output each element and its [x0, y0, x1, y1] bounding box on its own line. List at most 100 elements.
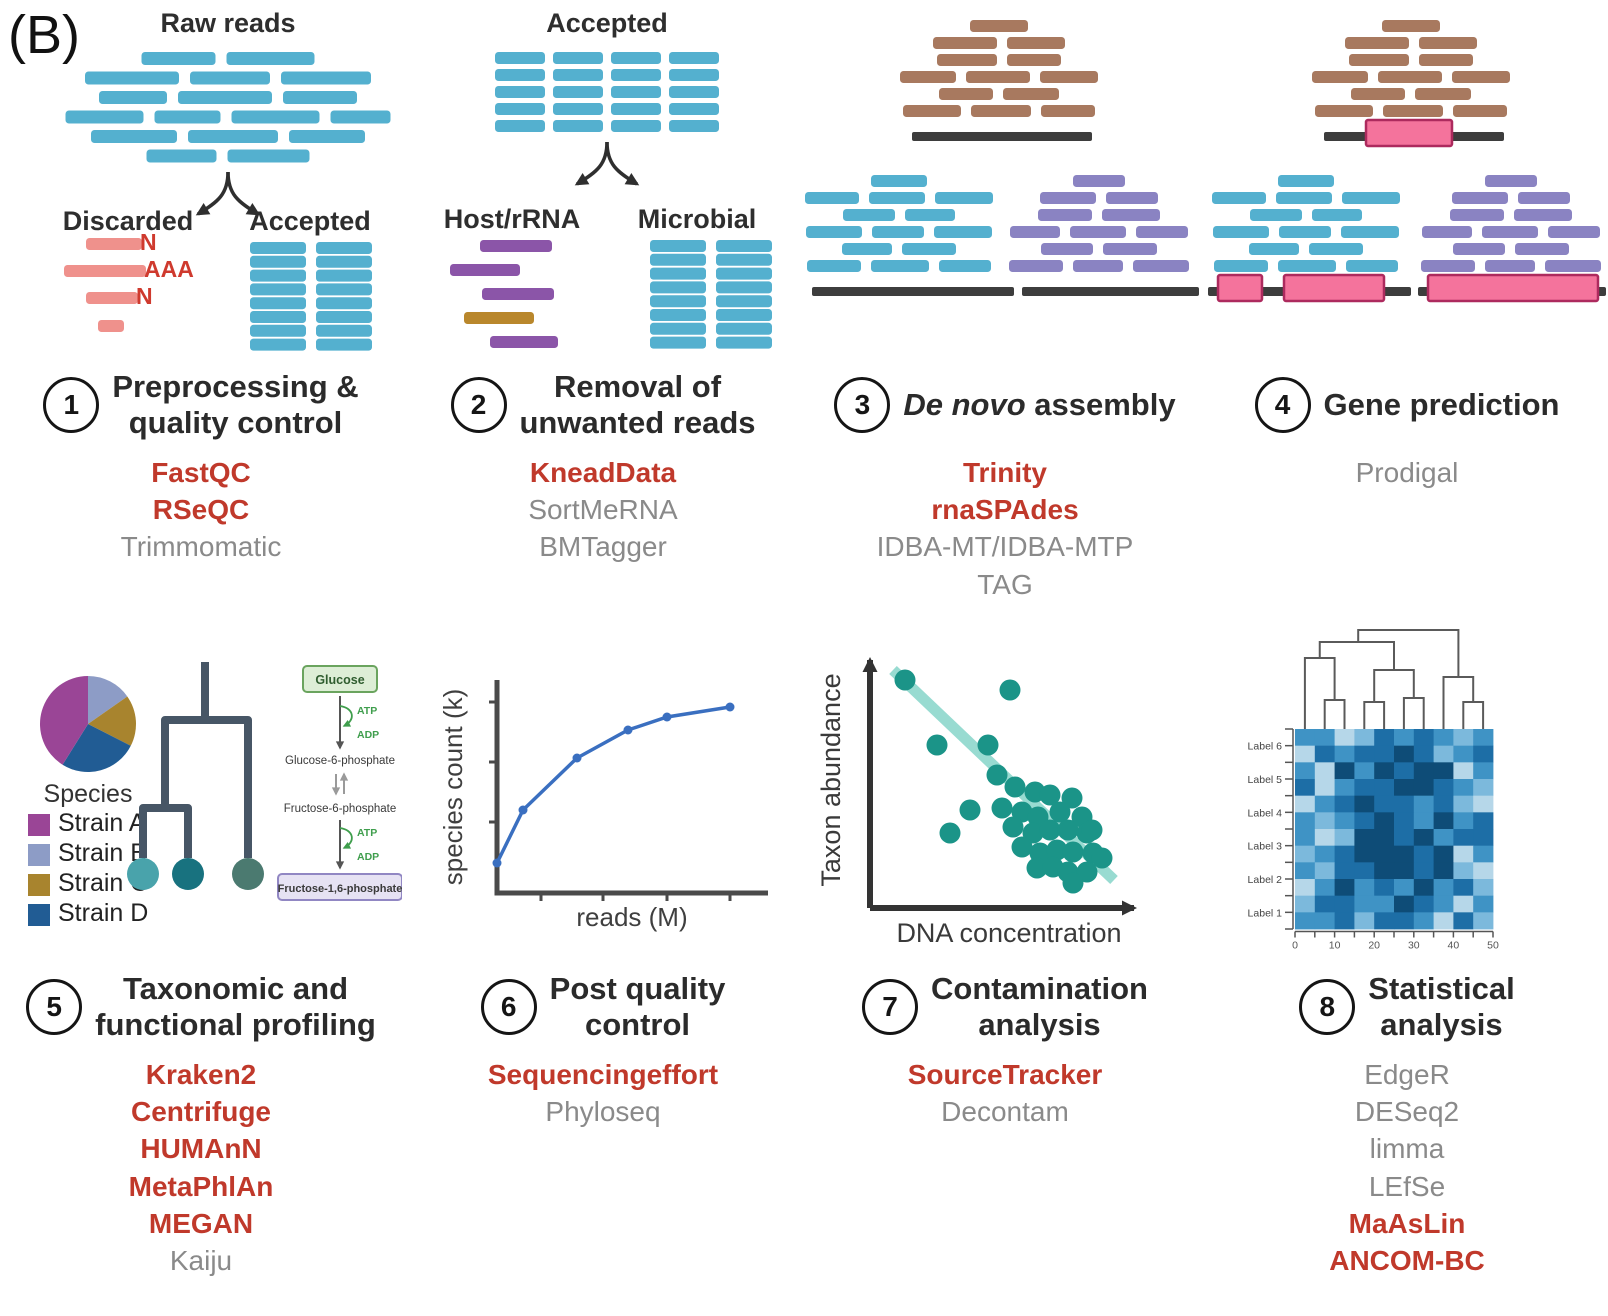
contig-bar	[812, 287, 1014, 296]
species-pie-chart	[39, 676, 136, 772]
fork-arrow-icon	[574, 141, 640, 186]
atp-label: ATP	[357, 705, 377, 717]
step-title-line: Taxonomic and	[95, 971, 376, 1007]
heatmap-x-tick-label: 40	[1448, 940, 1460, 952]
contig-bar	[1022, 287, 1199, 296]
microbial-label: Microbial	[638, 204, 757, 234]
microbial-stack-right	[716, 240, 772, 349]
tool-megan: MEGAN	[148, 1207, 254, 1239]
step-4-number-badge: 4	[1254, 377, 1311, 433]
adp-label: ADP	[357, 729, 379, 741]
step-4-title: Gene prediction	[1324, 387, 1560, 423]
step-title-text: Contamination	[931, 971, 1148, 1007]
tool-humann: HUMAnN	[140, 1133, 262, 1165]
purple-read-pile	[1009, 175, 1189, 272]
step-5-title: Taxonomic and functional profiling	[95, 971, 376, 1043]
heatmap-row-label: Label 3	[1248, 841, 1283, 853]
step-7-illustration: Taxon abundance DNA concentration	[816, 657, 1137, 948]
discarded-label: Discarded	[63, 206, 194, 236]
step-title-text: Taxonomic and	[122, 971, 349, 1007]
step-title-text: unwanted reads	[519, 405, 756, 440]
step-title-line: Preprocessing &	[112, 369, 358, 405]
heatmap-row-label: Label 5	[1248, 774, 1283, 786]
heatmap-x-tick-label: 0	[1292, 940, 1298, 952]
step-6-illustration-area: species count (k) reads (M)	[402, 612, 804, 954]
atp-label: ATP	[357, 827, 377, 839]
brown-read-pile	[1312, 20, 1510, 117]
contamination-scatter-plot	[862, 657, 1137, 916]
step-title-line: Gene prediction	[1324, 387, 1560, 423]
host-rrna-label: Host/rRNA	[444, 204, 581, 234]
tool-rseqc: RSeQC	[152, 494, 250, 526]
step-1-title: Preprocessing & quality control	[112, 369, 358, 441]
step-3-heading: 3 De novo assembly	[834, 362, 1176, 448]
step-2-title: Removal of unwanted reads	[520, 369, 756, 441]
tool-decontam: Decontam	[941, 1096, 1069, 1128]
step-title-text: assembly	[1025, 387, 1176, 423]
figure-label: (B)	[8, 5, 80, 65]
step-title-text: analysis	[978, 1007, 1101, 1042]
step-title-line: De novo assembly	[903, 387, 1175, 423]
step-8-tools: EdgeR DESeq2 limma LEfSe MaAsLin ANCOM-BC	[1329, 1056, 1485, 1279]
step-7-cell: Taxon abundance DNA concentration 7 Contami…	[804, 612, 1206, 1279]
tool-maaslin: MaAsLin	[1348, 1207, 1466, 1239]
step-4-cell: 4 Gene prediction Prodigal	[1206, 0, 1608, 612]
tool-rnaspades: rnaSPAdes	[931, 494, 1079, 526]
x-axis-label: reads (M)	[576, 902, 687, 932]
step-1-tools: FastQC RSeQC Trimmomatic	[121, 454, 282, 566]
rarefaction-curve-chart	[489, 680, 768, 901]
step-2-illustration-area: Accepted Host/rRNA Microbial	[402, 0, 804, 352]
species-label: Species	[44, 780, 133, 808]
step-title-line: functional profiling	[95, 1007, 376, 1043]
step-title-line: Contamination	[931, 971, 1148, 1007]
tool-sourcetracker: SourceTracker	[907, 1059, 1103, 1090]
step-2-illustration: Accepted Host/rRNA Microbial	[444, 8, 772, 349]
heatmap-row-label: Label 2	[1248, 874, 1283, 886]
fork-arrow-icon	[195, 171, 261, 216]
step-title-line: analysis	[931, 1007, 1148, 1043]
accepted-stack-left	[250, 242, 306, 351]
step-2-number-badge: 2	[450, 377, 507, 433]
contig-bar	[912, 132, 1092, 141]
discard-mark-label: N	[136, 283, 153, 309]
raw-reads-pile	[65, 52, 391, 163]
tool-sortmerna: SortMeRNA	[528, 494, 678, 526]
tool-limma: limma	[1369, 1133, 1445, 1165]
step-title-line: Removal of	[520, 369, 756, 405]
step-title-text: Post quality	[549, 971, 726, 1007]
discard-mark-label: N	[140, 229, 157, 255]
gene-box	[1216, 273, 1264, 303]
accepted-stack-right	[316, 242, 372, 351]
step-title-text: quality control	[128, 405, 343, 440]
microbial-stack-left	[650, 240, 706, 349]
purple-read-pile	[1421, 175, 1601, 272]
tool-metaphlan: MetaPhlAn	[128, 1170, 274, 1202]
legend-label: Strain A	[58, 809, 146, 837]
step-title-text: Gene prediction	[1323, 387, 1560, 423]
step-1-illustration-area: Raw reads Discarded N AAA N Accepted	[0, 0, 402, 352]
step-title-text: analysis	[1380, 1007, 1503, 1042]
step-7-title: Contamination analysis	[931, 971, 1148, 1043]
step-title-text: De novo	[903, 387, 1026, 423]
x-axis-label: DNA concentration	[896, 918, 1121, 948]
step-5-tools: Kraken2 Centrifuge HUMAnN MetaPhlAn MEGAN Kai…	[129, 1056, 274, 1279]
heatmap-row-label: Label 1	[1248, 907, 1283, 919]
step-4-tools: Prodigal	[1356, 454, 1459, 491]
discard-mark-label: AAA	[144, 256, 194, 282]
step-title-text: functional profiling	[95, 1007, 376, 1042]
step-8-title: Statistical analysis	[1368, 971, 1514, 1043]
step-2-tools: KneadData SortMeRNA BMTagger	[528, 454, 677, 566]
step-2-heading: 2 Removal of unwanted reads	[450, 362, 756, 448]
step-8-cell: Label 6 Label 5 Label 4 Label 3 Label 2 Label…	[1206, 612, 1608, 1279]
gene-box	[1426, 273, 1600, 303]
step-title-line: Post quality	[550, 971, 726, 1007]
step-5-number-badge: 5	[26, 979, 83, 1035]
step-5-cell: Species Strain A Strain B Strain C Strain D G…	[0, 612, 403, 1279]
column-dendrogram	[1303, 629, 1485, 729]
step-title-text: Statistical	[1368, 971, 1515, 1007]
tool-kraken2: Kraken2	[145, 1059, 257, 1090]
tool-fastqc: FastQC	[151, 457, 251, 488]
